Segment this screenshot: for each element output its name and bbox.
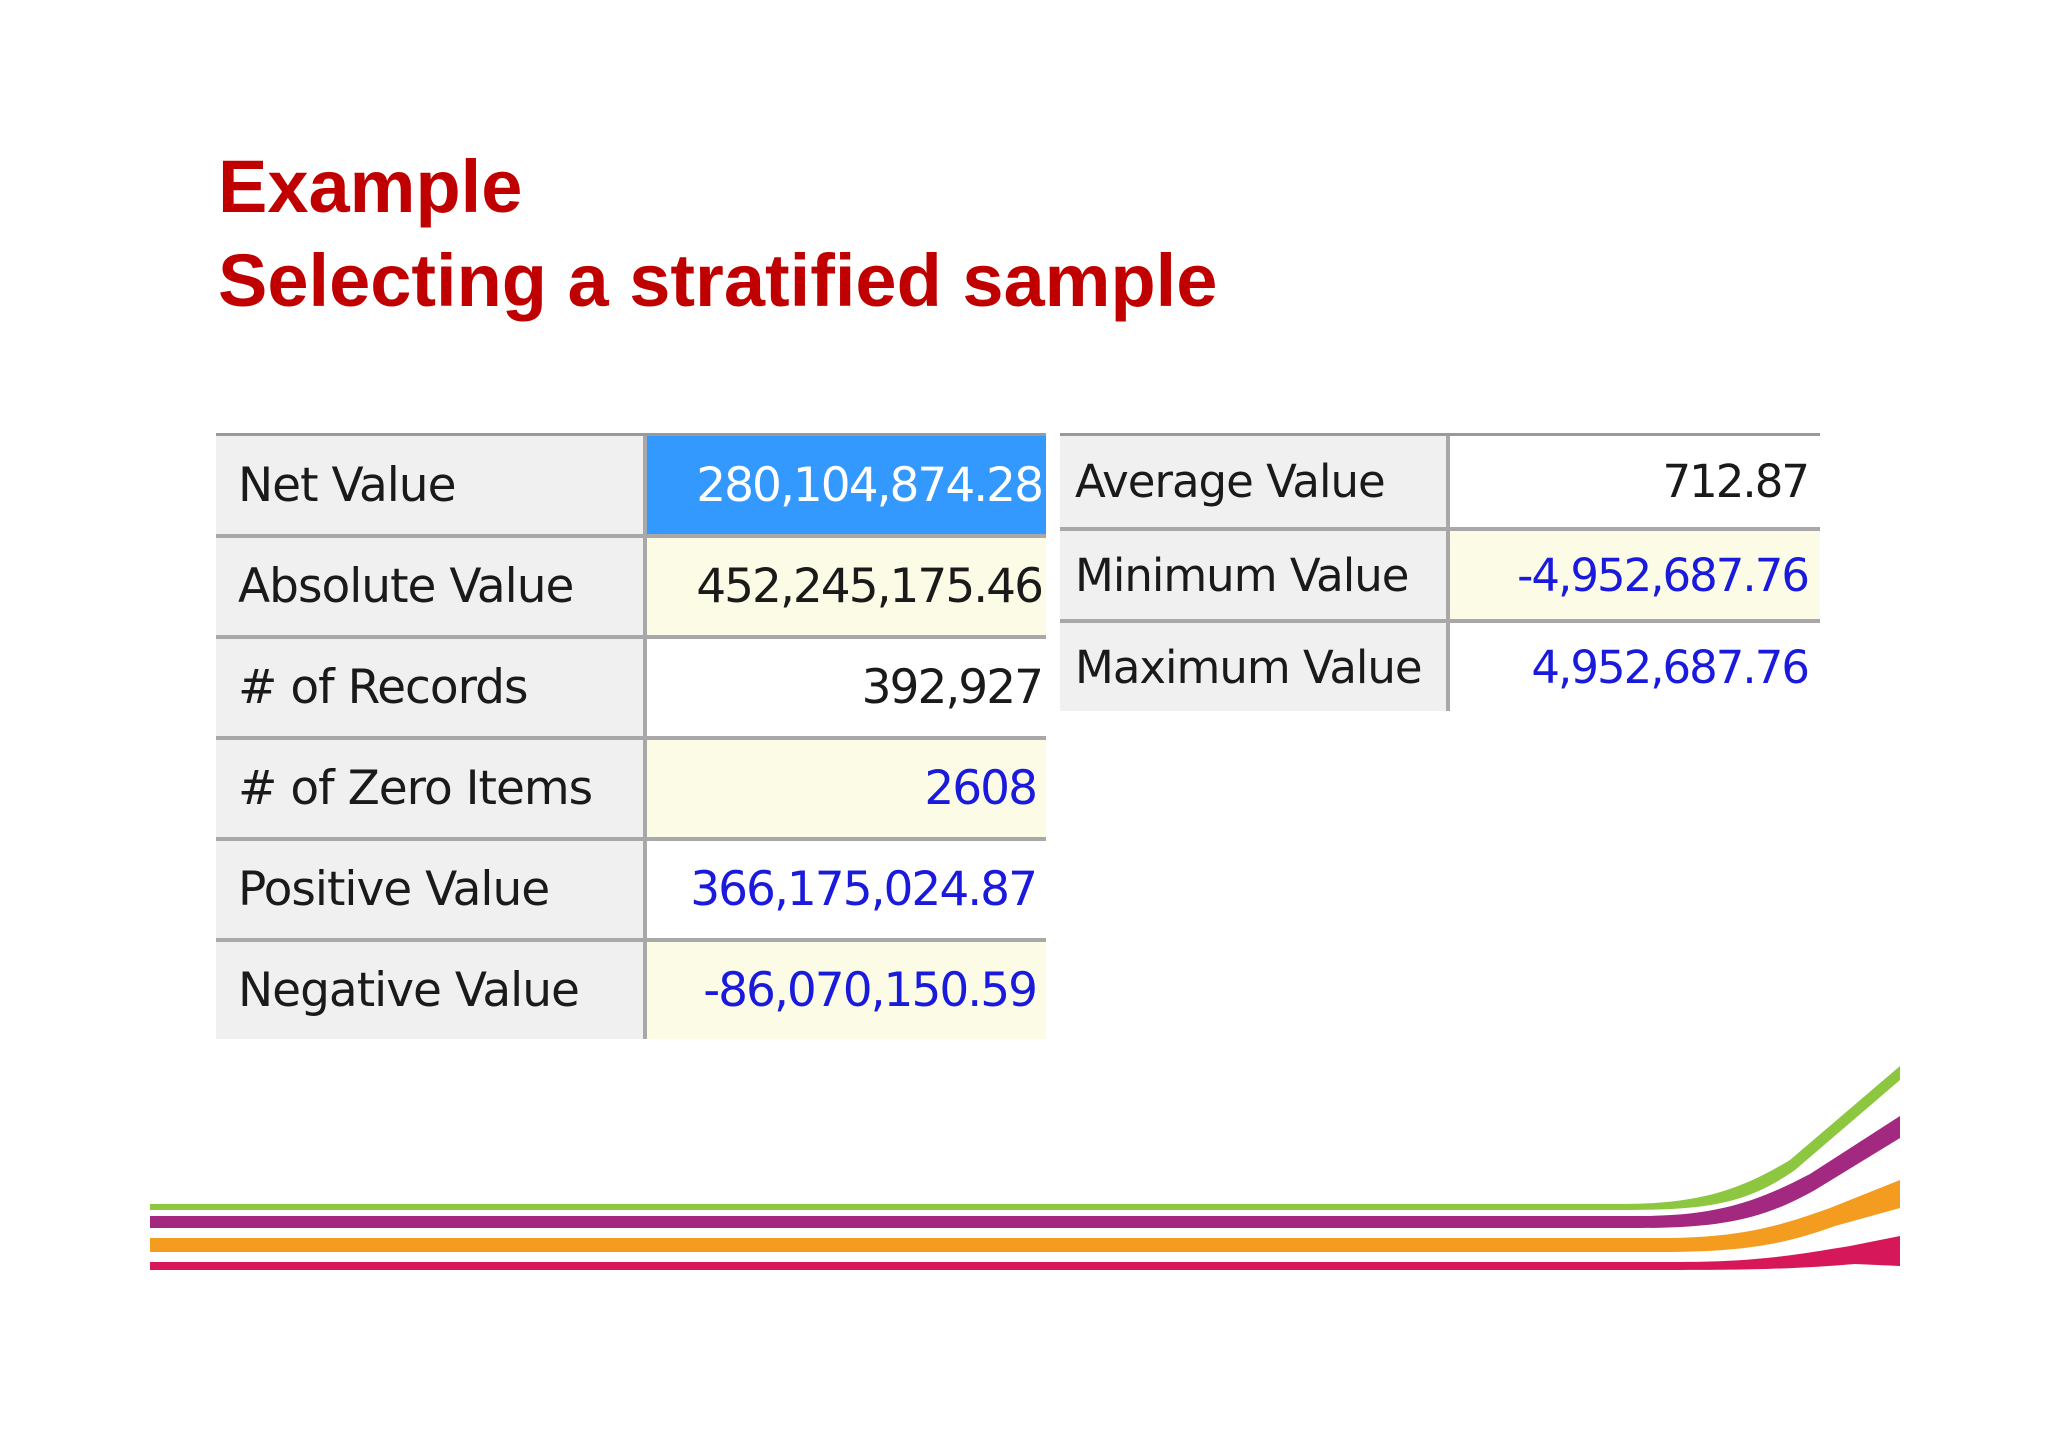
- slide-title-line-2: Selecting a stratified sample: [218, 239, 1218, 322]
- stat-label: Average Value: [1060, 436, 1450, 527]
- stat-label: # of Zero Items: [216, 740, 647, 837]
- stat-label: Maximum Value: [1060, 623, 1450, 711]
- stat-value[interactable]: -86,070,150.59: [647, 942, 1046, 1039]
- stat-row-minimum-value[interactable]: Minimum Value -4,952,687.76: [1060, 531, 1820, 623]
- stat-label: Positive Value: [216, 841, 647, 938]
- stat-row-records[interactable]: # of Records 392,927: [216, 639, 1046, 740]
- stat-label: Net Value: [216, 436, 647, 534]
- slide-title-line-1: Example: [218, 145, 523, 228]
- stat-row-negative-value[interactable]: Negative Value -86,070,150.59: [216, 942, 1046, 1039]
- swoosh-stripe-red: [150, 1236, 1900, 1270]
- decorative-swoosh: [150, 1066, 1900, 1270]
- stat-value[interactable]: 712.87: [1450, 436, 1820, 527]
- slide-title: Example Selecting a stratified sample: [218, 140, 1217, 328]
- swoosh-stripe-orange: [150, 1180, 1900, 1252]
- stat-label: Absolute Value: [216, 538, 647, 635]
- stat-value[interactable]: 392,927: [647, 639, 1046, 736]
- swoosh-stripe-purple: [150, 1116, 1900, 1228]
- stat-row-absolute-value[interactable]: Absolute Value 452,245,175.46: [216, 538, 1046, 639]
- stat-value[interactable]: 452,245,175.46: [647, 538, 1046, 635]
- stat-value[interactable]: 4,952,687.76: [1450, 623, 1820, 711]
- stat-label: Minimum Value: [1060, 531, 1450, 619]
- stat-label: Negative Value: [216, 942, 647, 1039]
- stat-row-maximum-value[interactable]: Maximum Value 4,952,687.76: [1060, 623, 1820, 711]
- statistics-grid-right: Average Value 712.87 Minimum Value -4,95…: [1060, 433, 1820, 711]
- stat-value[interactable]: 2608: [647, 740, 1046, 837]
- stat-row-average-value[interactable]: Average Value 712.87: [1060, 436, 1820, 531]
- stat-value-selected[interactable]: 280,104,874.28: [647, 436, 1046, 534]
- stat-row-zero-items[interactable]: # of Zero Items 2608: [216, 740, 1046, 841]
- stat-value[interactable]: -4,952,687.76: [1450, 531, 1820, 619]
- stat-row-net-value[interactable]: Net Value 280,104,874.28: [216, 436, 1046, 538]
- stat-row-positive-value[interactable]: Positive Value 366,175,024.87: [216, 841, 1046, 942]
- swoosh-stripe-green: [150, 1066, 1900, 1210]
- statistics-grid-left: Net Value 280,104,874.28 Absolute Value …: [216, 433, 1046, 1039]
- stat-label: # of Records: [216, 639, 647, 736]
- stat-value[interactable]: 366,175,024.87: [647, 841, 1046, 938]
